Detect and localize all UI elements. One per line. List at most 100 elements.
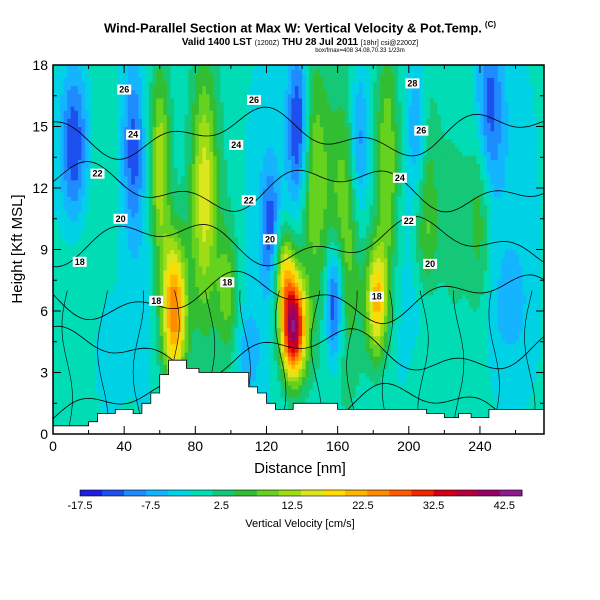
velocity-cell (191, 352, 196, 357)
velocity-cell (92, 257, 97, 263)
velocity-cell (245, 347, 250, 353)
velocity-cell (131, 384, 136, 390)
velocity-cell (77, 114, 83, 119)
velocity-cell (216, 65, 221, 70)
velocity-cell (152, 261, 157, 267)
velocity-cell (134, 397, 139, 402)
velocity-cell (238, 93, 243, 99)
velocity-cell (188, 335, 193, 341)
velocity-cell (213, 302, 218, 308)
velocity-cell (85, 298, 90, 304)
velocity-cell (163, 183, 168, 189)
velocity-cell (74, 368, 79, 374)
velocity-cell (191, 294, 196, 300)
velocity-cell (60, 352, 65, 357)
velocity-cell (188, 327, 193, 333)
velocity-cell (191, 364, 196, 369)
velocity-cell (181, 233, 186, 238)
velocity-cell (184, 167, 189, 173)
velocity-cell (202, 151, 207, 156)
velocity-cell (216, 327, 221, 333)
velocity-cell (241, 106, 246, 111)
velocity-cell (166, 179, 172, 185)
velocity-cell (109, 249, 115, 255)
velocity-cell (74, 245, 79, 251)
velocity-cell (127, 118, 132, 123)
velocity-cell (234, 155, 239, 160)
velocity-cell (92, 286, 97, 292)
velocity-cell (181, 93, 186, 99)
velocity-cell (88, 200, 93, 205)
velocity-cell (60, 126, 65, 132)
velocity-cell (223, 274, 228, 279)
velocity-cell (195, 81, 200, 87)
velocity-cell (248, 323, 253, 328)
velocity-cell (85, 356, 90, 361)
velocity-cell (53, 376, 58, 382)
velocity-cell (227, 93, 232, 99)
velocity-cell (245, 302, 250, 308)
velocity-cell (113, 270, 118, 275)
velocity-cell (216, 261, 221, 267)
velocity-cell (209, 294, 214, 300)
velocity-cell (53, 159, 58, 164)
velocity-cell (81, 265, 86, 271)
velocity-cell (170, 208, 175, 214)
velocity-cell (184, 327, 189, 333)
velocity-cell (92, 323, 97, 328)
velocity-cell (209, 241, 214, 246)
velocity-cell (131, 65, 136, 70)
velocity-cell (156, 368, 161, 374)
velocity-cell (202, 167, 207, 173)
velocity-cell (141, 286, 147, 292)
velocity-cell (70, 265, 75, 271)
velocity-cell (205, 69, 211, 74)
velocity-cell (63, 311, 68, 316)
velocity-cell (177, 126, 182, 132)
velocity-cell (102, 204, 107, 210)
velocity-cell (106, 401, 111, 406)
velocity-cell (184, 356, 189, 361)
velocity-cell (92, 364, 97, 369)
velocity-cell (138, 372, 143, 378)
velocity-cell (152, 171, 157, 177)
velocity-cell (88, 368, 93, 374)
velocity-cell (77, 179, 83, 185)
velocity-cell (124, 306, 129, 312)
velocity-cell (56, 69, 61, 74)
velocity-cell (166, 249, 172, 255)
velocity-cell (234, 286, 239, 292)
velocity-cell (170, 274, 175, 279)
velocity-cell (173, 216, 179, 222)
velocity-cell (145, 376, 150, 382)
velocity-cell (67, 298, 72, 304)
velocity-cell (163, 331, 168, 337)
velocity-cell (56, 241, 61, 246)
velocity-cell (245, 216, 250, 222)
velocity-cell (177, 212, 182, 218)
velocity-cell (145, 237, 150, 242)
velocity-cell (223, 356, 228, 361)
velocity-cell (191, 81, 196, 87)
velocity-cell (77, 323, 83, 328)
velocity-cell (109, 196, 115, 201)
velocity-cell (60, 413, 65, 419)
velocity-cell (202, 118, 207, 123)
velocity-cell (184, 290, 189, 296)
velocity-cell (149, 204, 154, 210)
velocity-cell (241, 101, 246, 107)
velocity-cell (198, 323, 204, 328)
velocity-cell (124, 331, 129, 337)
velocity-cell (106, 286, 111, 292)
velocity-cell (92, 360, 97, 365)
velocity-cell (63, 335, 68, 341)
velocity-cell (60, 343, 65, 349)
velocity-cell (85, 364, 90, 369)
velocity-cell (134, 278, 139, 283)
velocity-cell (170, 110, 175, 115)
velocity-cell (234, 171, 239, 177)
velocity-cell (77, 241, 83, 246)
velocity-cell (99, 270, 104, 275)
velocity-cell (245, 171, 250, 177)
velocity-cell (56, 93, 61, 99)
